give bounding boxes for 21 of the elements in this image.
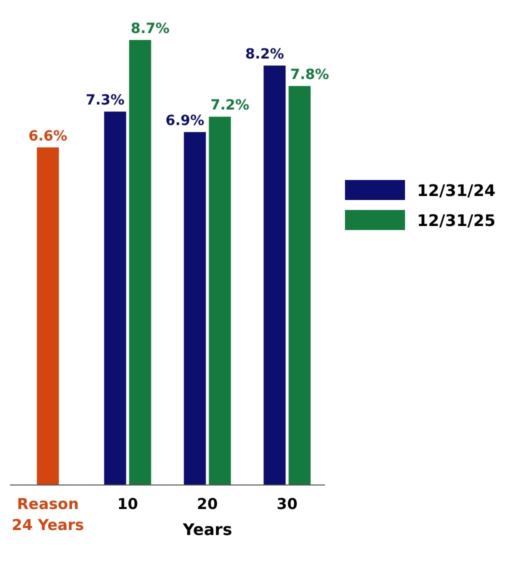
data-label: 8.7% bbox=[130, 21, 170, 37]
x-tick-label: Reason 24 Years bbox=[12, 495, 84, 534]
data-label: 6.6% bbox=[28, 128, 68, 144]
bar bbox=[36, 147, 59, 485]
data-label: 7.3% bbox=[86, 92, 125, 109]
bar bbox=[129, 40, 152, 485]
x-tick-label: 30 bbox=[276, 495, 298, 513]
x-tick-label: 20 bbox=[196, 495, 218, 513]
x-axis-title: Years bbox=[182, 520, 232, 539]
bar bbox=[264, 66, 286, 485]
data-label: 7.8% bbox=[290, 67, 330, 84]
data-label: 7.2% bbox=[210, 98, 250, 114]
bar bbox=[288, 86, 311, 485]
bar bbox=[184, 132, 206, 485]
legend-label: 12/31/24 bbox=[417, 181, 496, 200]
data-label: 6.9% bbox=[165, 113, 204, 130]
bar bbox=[104, 112, 126, 485]
data-label: 8.2% bbox=[245, 46, 284, 63]
bar bbox=[208, 116, 231, 485]
legend-label: 12/31/25 bbox=[417, 211, 496, 230]
x-tick-label: 10 bbox=[117, 495, 138, 513]
